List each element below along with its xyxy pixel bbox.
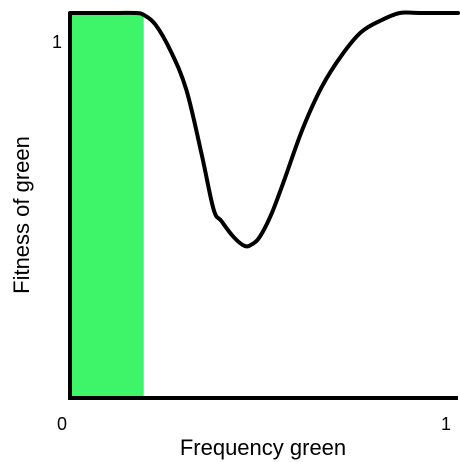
y-tick-label-1: 1	[52, 32, 62, 52]
y-axis-label: Fitness of green	[9, 136, 34, 294]
green-region	[70, 13, 144, 398]
series-line-fitness	[68, 10, 460, 249]
x-axis-label: Frequency green	[180, 435, 346, 460]
x-tick-label-1: 1	[441, 414, 451, 434]
x-tick-label-0: 0	[57, 414, 67, 434]
